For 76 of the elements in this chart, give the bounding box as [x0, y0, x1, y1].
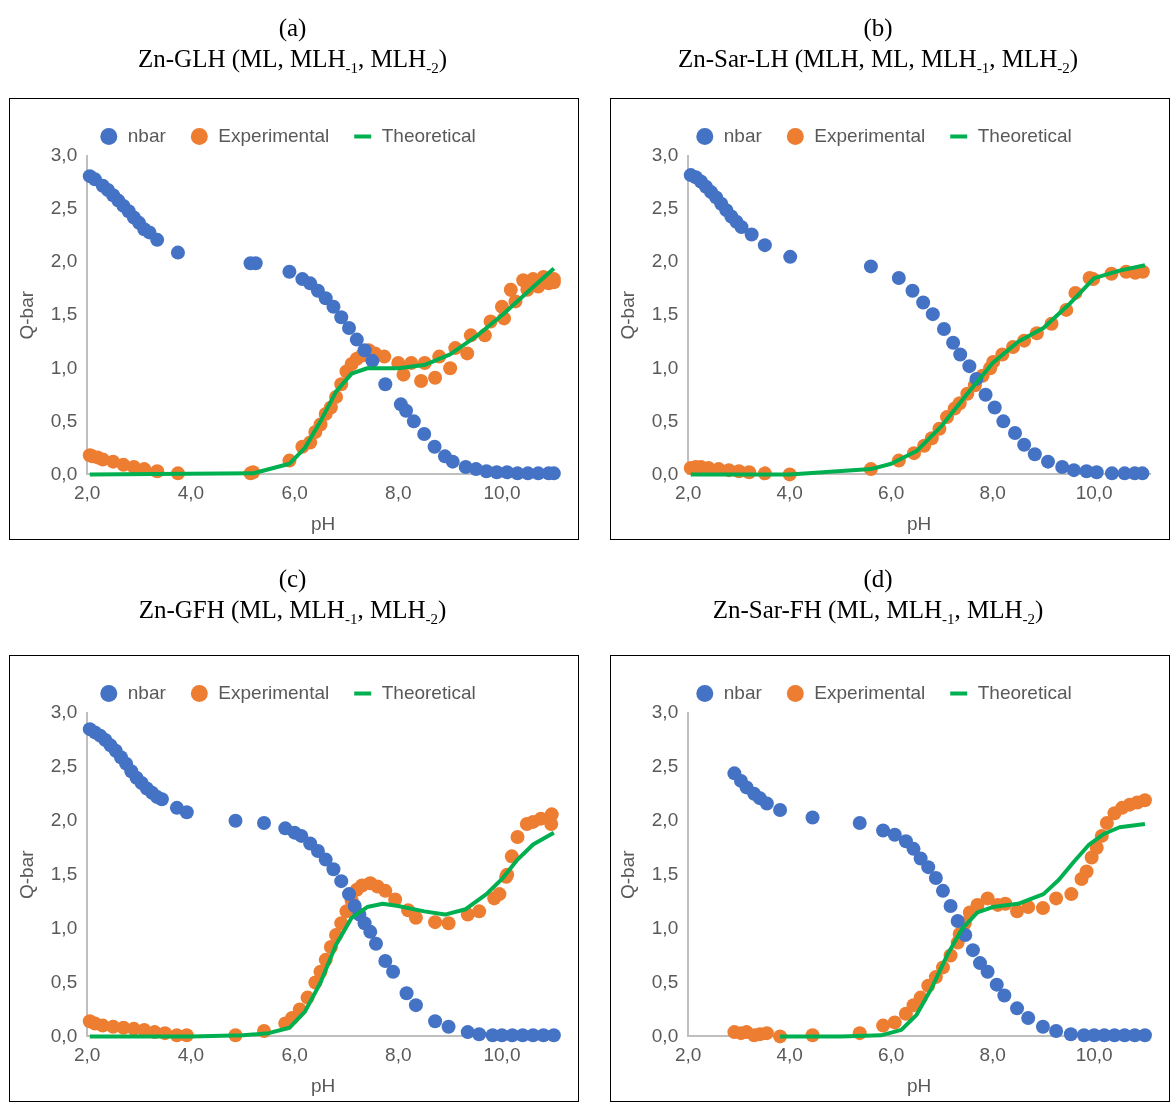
x-tick-label: 8,0	[385, 482, 412, 504]
y-tick-label: 0,0	[50, 1024, 78, 1046]
y-axis-title: Q-bar	[15, 290, 37, 340]
legend-label: Experimental	[814, 681, 926, 703]
x-axis-title: pH	[310, 1074, 336, 1096]
y-axis-title: Q-bar	[15, 849, 37, 899]
y-tick-label: 3,0	[50, 701, 78, 723]
chart-subtitle: Zn-GLH (ML, MLH$_{-1}$, MLH$_{-2}$)	[137, 44, 448, 78]
x-tick-label: 8,0	[385, 1044, 412, 1066]
y-tick-label: 2,0	[50, 809, 78, 831]
chart-subtitle: Zn-GFH (ML, MLH$_{-1}$, MLH$_{-2}$)	[137, 595, 448, 629]
y-tick-label: 2,0	[651, 809, 679, 831]
chart-subtitle: Zn-Sar-FH (ML, MLH$_{-1}$, MLH$_{-2}$)	[711, 595, 1045, 629]
legend-label: Theoretical	[381, 124, 476, 146]
x-tick-label: 4,0	[776, 1044, 803, 1066]
y-tick-label: 3,0	[50, 144, 78, 166]
legend-label: Theoretical	[977, 681, 1072, 703]
y-tick-label: 0,5	[50, 409, 78, 431]
y-tick-label: 2,0	[651, 250, 679, 272]
chart-title: (c)	[277, 564, 308, 594]
x-axis-title: pH	[906, 512, 932, 534]
y-tick-label: 2,5	[50, 755, 78, 777]
x-tick-label: 6,0	[281, 482, 308, 504]
y-tick-label: 1,5	[50, 862, 78, 884]
x-tick-label: 8,0	[979, 482, 1006, 504]
x-tick-label: 2,0	[675, 1044, 702, 1066]
x-tick-label: 4,0	[177, 482, 205, 504]
y-tick-label: 0,0	[651, 462, 679, 484]
legend-label: nbar	[127, 124, 167, 146]
y-tick-label: 0,5	[50, 970, 78, 992]
y-tick-label: 0,5	[651, 970, 679, 992]
y-tick-label: 1,5	[651, 303, 679, 325]
y-tick-label: 1,5	[50, 303, 78, 325]
x-tick-label: 6,0	[281, 1044, 308, 1066]
chart-title: (d)	[862, 564, 894, 594]
y-axis-title: Q-bar	[616, 290, 638, 340]
y-tick-label: 2,5	[651, 755, 679, 777]
y-tick-label: 0,0	[50, 462, 78, 484]
legend-label: nbar	[723, 681, 763, 703]
x-tick-label: 6,0	[877, 482, 905, 504]
x-tick-label: 10,0	[483, 1044, 521, 1066]
x-tick-label: 2,0	[675, 482, 702, 504]
x-tick-label: 8,0	[979, 1044, 1006, 1066]
x-tick-label: 10,0	[1075, 482, 1113, 504]
chart-title: (b)	[862, 13, 894, 43]
legend-label: Experimental	[218, 681, 330, 703]
legend-label: Theoretical	[381, 681, 476, 703]
y-tick-label: 3,0	[651, 701, 679, 723]
legend-label: nbar	[127, 681, 167, 703]
x-tick-label: 10,0	[1075, 1044, 1113, 1066]
legend-label: Theoretical	[977, 124, 1072, 146]
chart-subtitle: Zn-Sar-LH (MLH, ML, MLH$_{-1}$, MLH$_{-2}$)	[676, 44, 1080, 78]
y-tick-label: 0,0	[651, 1024, 679, 1046]
x-axis-title: pH	[310, 512, 336, 534]
y-axis-title: Q-bar	[616, 849, 638, 899]
y-tick-label: 2,5	[651, 197, 679, 219]
x-axis-title: pH	[906, 1074, 932, 1096]
y-tick-label: 1,0	[50, 916, 78, 938]
x-tick-label: 2,0	[74, 482, 101, 504]
y-tick-label: 1,0	[50, 356, 78, 378]
y-tick-label: 2,0	[50, 250, 78, 272]
legend-label: Experimental	[814, 124, 926, 146]
chart-title: (a)	[277, 13, 308, 43]
x-tick-label: 4,0	[177, 1044, 205, 1066]
y-tick-label: 1,5	[651, 862, 679, 884]
y-tick-label: 1,0	[651, 916, 679, 938]
y-tick-label: 3,0	[651, 144, 679, 166]
legend-label: nbar	[723, 124, 763, 146]
legend-label: Experimental	[218, 124, 330, 146]
x-tick-label: 6,0	[877, 1044, 905, 1066]
x-tick-label: 2,0	[74, 1044, 101, 1066]
y-tick-label: 0,5	[651, 409, 679, 431]
y-tick-label: 1,0	[651, 356, 679, 378]
y-tick-label: 2,5	[50, 197, 78, 219]
x-tick-label: 4,0	[776, 482, 803, 504]
x-tick-label: 10,0	[483, 482, 521, 504]
